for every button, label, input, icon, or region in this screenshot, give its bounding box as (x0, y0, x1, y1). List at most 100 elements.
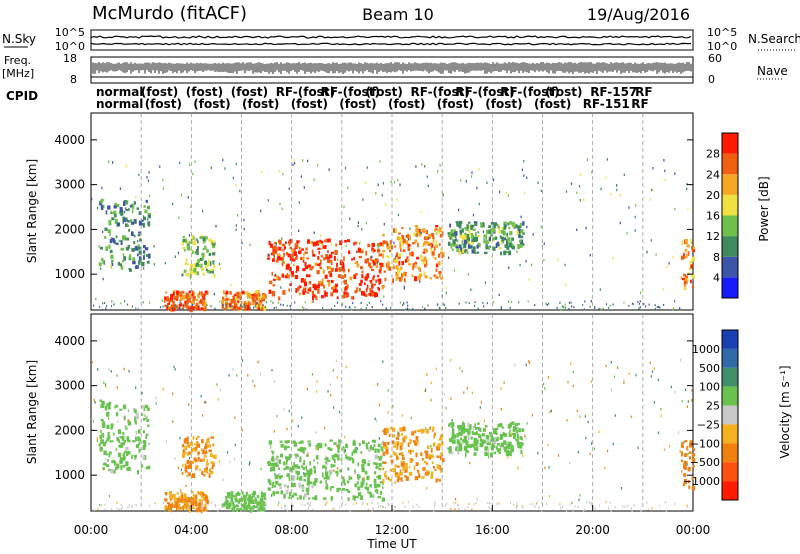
scatter-cell (261, 307, 265, 312)
scatter-cell (203, 474, 206, 477)
noise-cell (394, 481, 396, 484)
noise-cell (307, 159, 309, 163)
scatter-cell (340, 458, 343, 461)
scatter-cell (287, 440, 290, 443)
scatter-cell (142, 222, 145, 228)
ground-cell (275, 306, 277, 309)
scatter-cell (304, 289, 307, 293)
ground-cell (605, 303, 608, 306)
scatter-cell (449, 235, 452, 240)
scatter-cell (451, 248, 454, 252)
scatter-cell (453, 233, 457, 237)
xtick-label: 20:00 (575, 523, 610, 537)
scatter-cell (432, 239, 435, 243)
scatter-cell (197, 502, 202, 506)
noise-cell (577, 451, 579, 454)
scatter-cell (373, 439, 376, 443)
scatter-cell (296, 470, 300, 476)
noise-right-label: N.Search (748, 32, 800, 46)
scatter-cell (395, 271, 399, 276)
noise-cell (541, 244, 543, 248)
ground-cell (385, 307, 387, 310)
scatter-cell (272, 450, 275, 455)
scatter-cell (423, 460, 427, 464)
ground-cell (113, 303, 115, 306)
cpid-entry: (fost) (534, 97, 571, 111)
ground-cell (371, 501, 373, 504)
scatter-cell (416, 429, 421, 432)
noise-cell (686, 405, 688, 408)
noise-cell (377, 383, 379, 386)
noise-cell (683, 441, 685, 444)
date-title: 19/Aug/2016 (587, 5, 690, 24)
scatter-cell (506, 441, 508, 446)
scatter-cell (379, 265, 382, 271)
scatter-cell (284, 445, 287, 451)
scatter-cell (186, 498, 189, 504)
scatter-cell (462, 427, 466, 431)
scatter-cell (107, 205, 111, 210)
colorbar-tick: −1000 (683, 475, 720, 488)
noise-cell (604, 467, 606, 470)
noise-cell (628, 206, 630, 209)
scatter-cell (435, 268, 438, 272)
ground-cell (407, 501, 410, 504)
scatter-cell (272, 251, 275, 256)
scatter-cell (188, 293, 191, 297)
noise-cell (192, 172, 194, 176)
noise-cell (584, 415, 586, 418)
noise-cell (426, 175, 428, 179)
scatter-cell (233, 305, 236, 309)
ground-cell (201, 510, 204, 513)
scatter-cell (692, 459, 695, 464)
scatter-cell (395, 274, 399, 277)
scatter-cell (127, 466, 131, 471)
scatter-cell (302, 449, 305, 454)
scatter-cell (165, 507, 168, 510)
colorbar-swatch (722, 277, 738, 298)
scatter-cell (169, 491, 173, 494)
scatter-cell (378, 269, 382, 273)
ground-cell (232, 306, 234, 309)
scatter-cell (498, 451, 501, 455)
scatter-cell (243, 503, 247, 508)
scatter-cell (182, 236, 185, 239)
scatter-cell (333, 255, 336, 261)
scatter-cell (691, 486, 696, 491)
ground-cell (124, 300, 126, 303)
scatter-cell (259, 305, 263, 310)
scatter-cell (168, 306, 172, 310)
scatter-cell (509, 429, 511, 433)
noise-cell (528, 361, 531, 365)
scatter-cell (460, 437, 462, 441)
scatter-cell (114, 202, 117, 207)
noise-cell (376, 262, 378, 265)
scatter-cell (477, 243, 481, 248)
noise-cell (294, 161, 296, 165)
noise-cell (528, 278, 530, 281)
noise-cell (461, 370, 463, 373)
scatter-cell (476, 431, 478, 435)
ground-cell (254, 305, 256, 308)
scatter-cell (274, 463, 277, 467)
scatter-cell (481, 441, 484, 447)
ground-cell (100, 504, 103, 507)
scatter-cell (440, 251, 444, 255)
scatter-cell (186, 436, 189, 440)
scatter-cell (692, 246, 695, 252)
scatter-cell (686, 244, 690, 248)
scatter-cell (254, 497, 257, 501)
scatter-cell (289, 283, 292, 287)
scatter-cell (287, 485, 289, 489)
scatter-cell (488, 442, 491, 446)
scatter-cell (260, 506, 264, 512)
scatter-cell (314, 478, 318, 483)
noise-cell (344, 166, 347, 170)
colorbar-swatch (722, 443, 738, 463)
ground-cell (324, 503, 326, 506)
scatter-cell (412, 263, 415, 267)
noise-cell (572, 370, 574, 374)
scatter-cell (188, 451, 192, 455)
scatter-cell (229, 291, 232, 295)
scatter-cell (115, 235, 118, 239)
